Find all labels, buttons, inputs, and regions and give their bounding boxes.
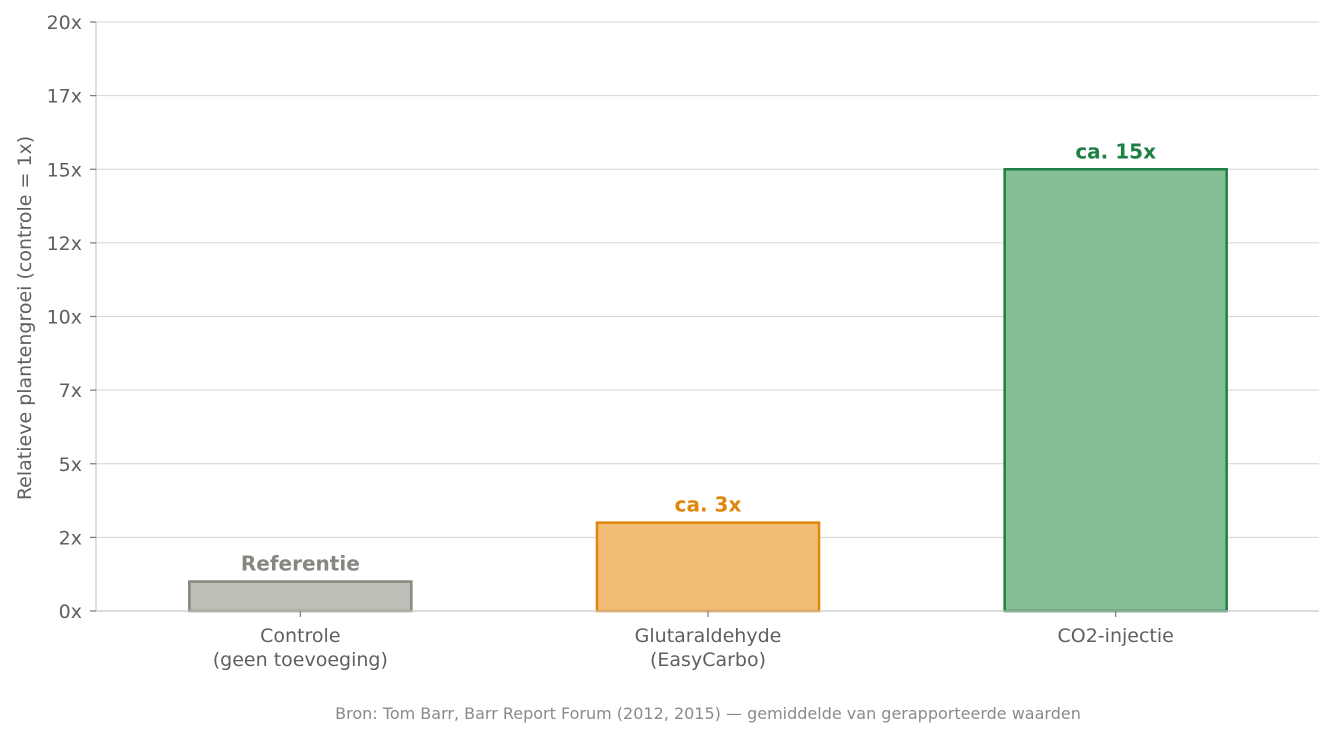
x-ticks: Controle(geen toevoeging) Glutaraldehyde(…	[213, 611, 1174, 671]
bar	[595, 521, 821, 613]
x-tick-label: CO2-injectie	[1058, 625, 1174, 647]
data-label: Referentie	[241, 552, 360, 576]
x-tick-label: Controle	[260, 625, 340, 647]
y-tick-label: 0x	[59, 601, 82, 623]
y-tick-label: 5x	[59, 454, 82, 476]
source-note: Bron: Tom Barr, Barr Report Forum (2012,…	[335, 704, 1081, 723]
y-ticks: 0x 2x 5x 7x 10x 12x 15x 17x 20x	[47, 12, 96, 623]
gridlines	[96, 21, 1319, 538]
y-tick-label: 17x	[47, 86, 82, 108]
y-tick-label: 12x	[47, 233, 82, 255]
y-tick-label: 20x	[47, 12, 82, 34]
y-axis-label: Relatieve plantengroei (controle = 1x)	[14, 136, 36, 500]
data-label: ca. 3x	[675, 493, 742, 517]
y-tick-label: 7x	[59, 380, 82, 402]
y-tick-label: 2x	[59, 527, 82, 549]
bar	[1003, 168, 1228, 613]
bar	[188, 580, 413, 613]
bars	[188, 168, 1228, 613]
data-labels: Referentie ca. 3x ca. 15x	[241, 139, 1156, 575]
y-tick-label: 10x	[47, 307, 82, 329]
x-tick-label: (geen toevoeging)	[213, 649, 388, 671]
y-tick-label: 15x	[47, 159, 82, 181]
x-tick-label: (EasyCarbo)	[650, 649, 766, 671]
x-tick-label: Glutaraldehyde	[635, 625, 782, 647]
data-label: ca. 15x	[1075, 139, 1156, 163]
